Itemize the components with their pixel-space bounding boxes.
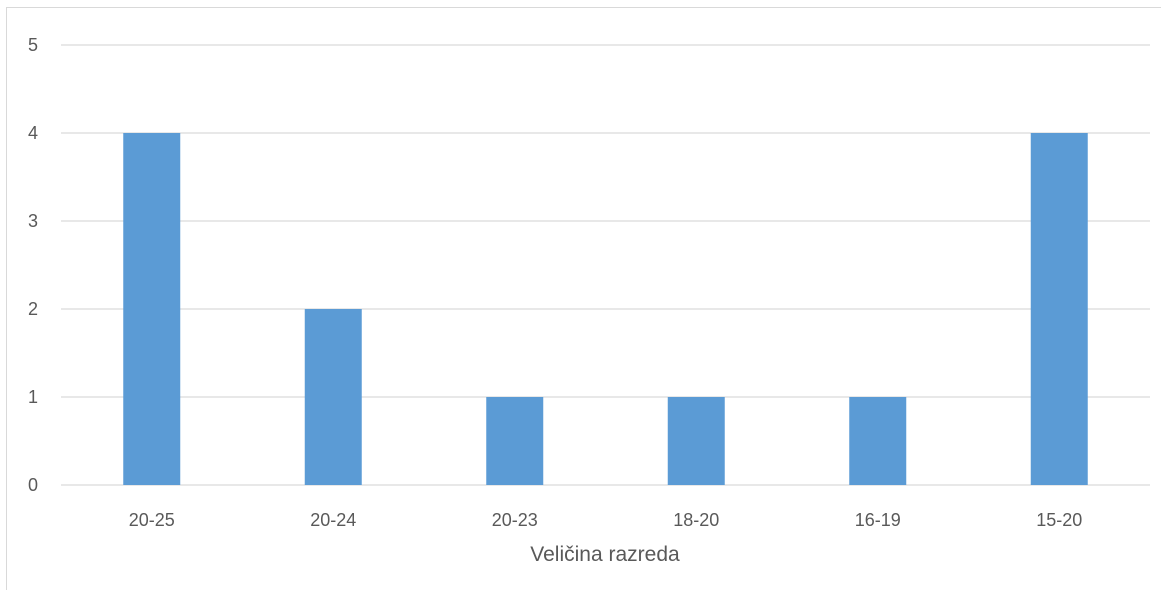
y-tick-label: 5 <box>28 35 38 55</box>
bar-20-24 <box>304 309 362 485</box>
bars <box>123 133 1088 485</box>
y-tick-label: 2 <box>28 299 38 319</box>
x-tick-label: 16-19 <box>855 510 901 530</box>
y-tick-label: 1 <box>28 387 38 407</box>
x-axis-tick-labels: 20-25 20-24 20-23 18-20 16-19 15-20 <box>129 510 1083 530</box>
bar-18-20 <box>667 397 725 485</box>
x-tick-label: 20-25 <box>129 510 175 530</box>
gridlines <box>61 44 1150 486</box>
y-tick-label: 3 <box>28 211 38 231</box>
bar-15-20 <box>1030 133 1088 485</box>
bar-20-23 <box>486 397 544 485</box>
x-axis-title: Veličina razreda <box>530 543 680 566</box>
x-tick-label: 15-20 <box>1036 510 1082 530</box>
x-tick-label: 20-23 <box>492 510 538 530</box>
y-tick-label: 0 <box>28 475 38 495</box>
y-axis-tick-labels: 0 1 2 3 4 5 <box>28 35 38 495</box>
chart-frame <box>6 7 1161 590</box>
bar-16-19 <box>849 397 907 485</box>
y-tick-label: 4 <box>28 123 38 143</box>
x-tick-label: 18-20 <box>673 510 719 530</box>
bar-20-25 <box>123 133 181 485</box>
x-tick-label: 20-24 <box>310 510 356 530</box>
